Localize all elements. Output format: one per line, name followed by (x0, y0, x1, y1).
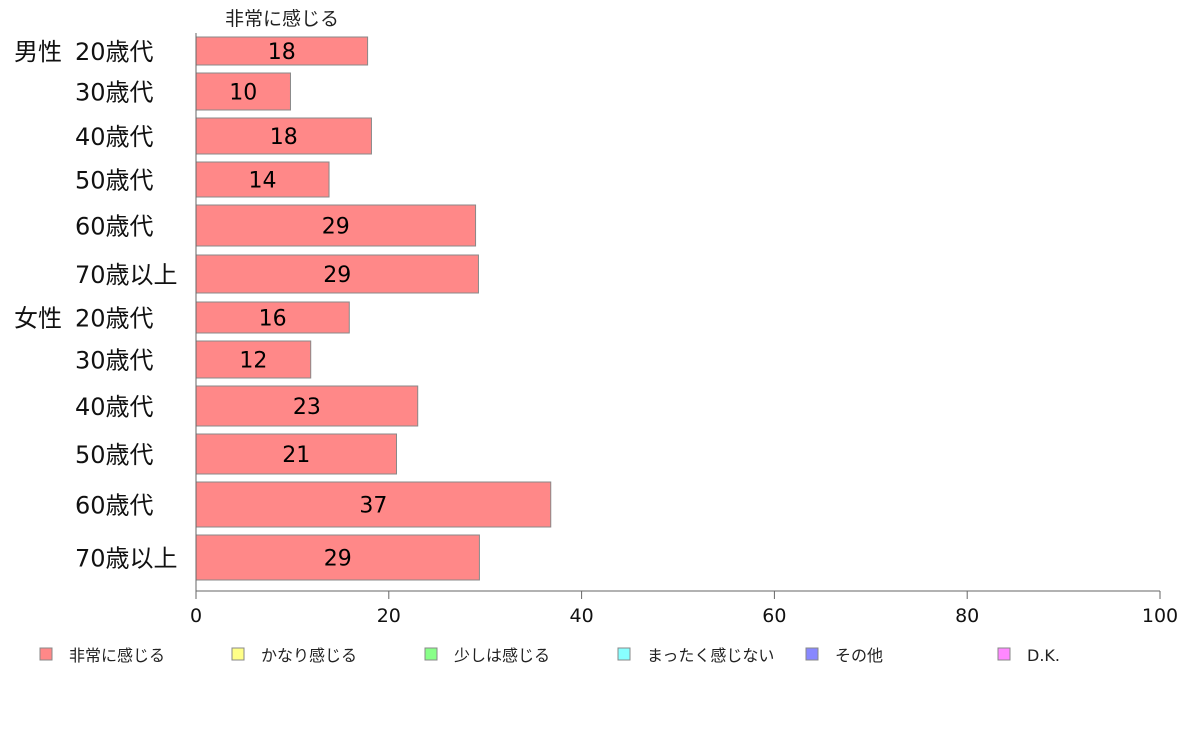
bar (195, 481, 552, 528)
bars: 18 10 18 14 29 29 16 12 23 21 37 29 (195, 36, 552, 581)
group-label: 男性 (14, 38, 62, 66)
bar-value-label: 10 (229, 81, 257, 106)
category-labels: 20歳代 30歳代 40歳代 50歳代 60歳代 70歳以上 20歳代 30歳代 40歳代 50歳… (75, 38, 178, 573)
x-tick-label: 60 (762, 605, 786, 627)
x-tick-label: 100 (1142, 605, 1178, 627)
category-label: 50歳代 (75, 441, 154, 469)
category-label: 40歳代 (75, 393, 154, 421)
category-label: 20歳代 (75, 38, 154, 66)
category-label: 30歳代 (75, 79, 154, 107)
bar-value-label: 16 (259, 307, 287, 332)
x-tick-label: 80 (955, 605, 979, 627)
bar (195, 433, 398, 475)
bar-value-label: 21 (282, 443, 310, 468)
bar (195, 36, 369, 66)
bar (195, 117, 372, 155)
x-tick-label: 20 (377, 605, 401, 627)
x-axis: 0 20 40 60 80 100 (190, 33, 1178, 627)
legend-swatch (805, 647, 819, 661)
series-label-above-bars: 非常に感じる (225, 8, 339, 30)
bar (195, 301, 350, 334)
bar (195, 254, 479, 294)
bar-value-label: 29 (323, 263, 351, 288)
bar-value-label: 18 (270, 125, 298, 150)
bar-value-label: 18 (268, 40, 296, 65)
category-label: 60歳代 (75, 492, 154, 520)
x-tick-label: 0 (190, 605, 202, 627)
legend-swatch (997, 647, 1011, 661)
legend-swatch (39, 647, 53, 661)
legend-entry-label: 少しは感じる (454, 646, 550, 665)
legend-entry-label: その他 (835, 646, 883, 665)
bar-value-label: 12 (239, 349, 267, 374)
bar (195, 161, 330, 198)
bar-value-label: 37 (359, 494, 387, 519)
legend-swatch (617, 647, 631, 661)
category-label: 70歳以上 (75, 261, 178, 289)
legend: 非常に感じる かなり感じる 少しは感じる まったく感じない その他 D.K. (39, 646, 1060, 665)
legend-swatch (231, 647, 245, 661)
bar (195, 534, 480, 581)
bar (195, 204, 477, 247)
category-label: 20歳代 (75, 305, 154, 333)
legend-entry-label: 非常に感じる (69, 646, 165, 665)
bar-value-label: 23 (293, 395, 321, 420)
category-label: 50歳代 (75, 167, 154, 195)
bar-value-label: 14 (249, 169, 277, 194)
legend-entry-label: D.K. (1027, 646, 1060, 665)
category-label: 70歳以上 (75, 545, 178, 573)
x-tick-label: 40 (570, 605, 594, 627)
bar (195, 72, 291, 111)
bar-value-label: 29 (322, 215, 350, 240)
legend-entry-label: かなり感じる (261, 646, 357, 665)
bar-value-label: 29 (324, 547, 352, 572)
legend-entry-label: まったく感じない (647, 646, 774, 665)
category-label: 30歳代 (75, 347, 154, 375)
category-label: 60歳代 (75, 213, 154, 241)
group-label: 女性 (14, 305, 62, 333)
category-label: 40歳代 (75, 123, 154, 151)
legend-swatch (424, 647, 438, 661)
